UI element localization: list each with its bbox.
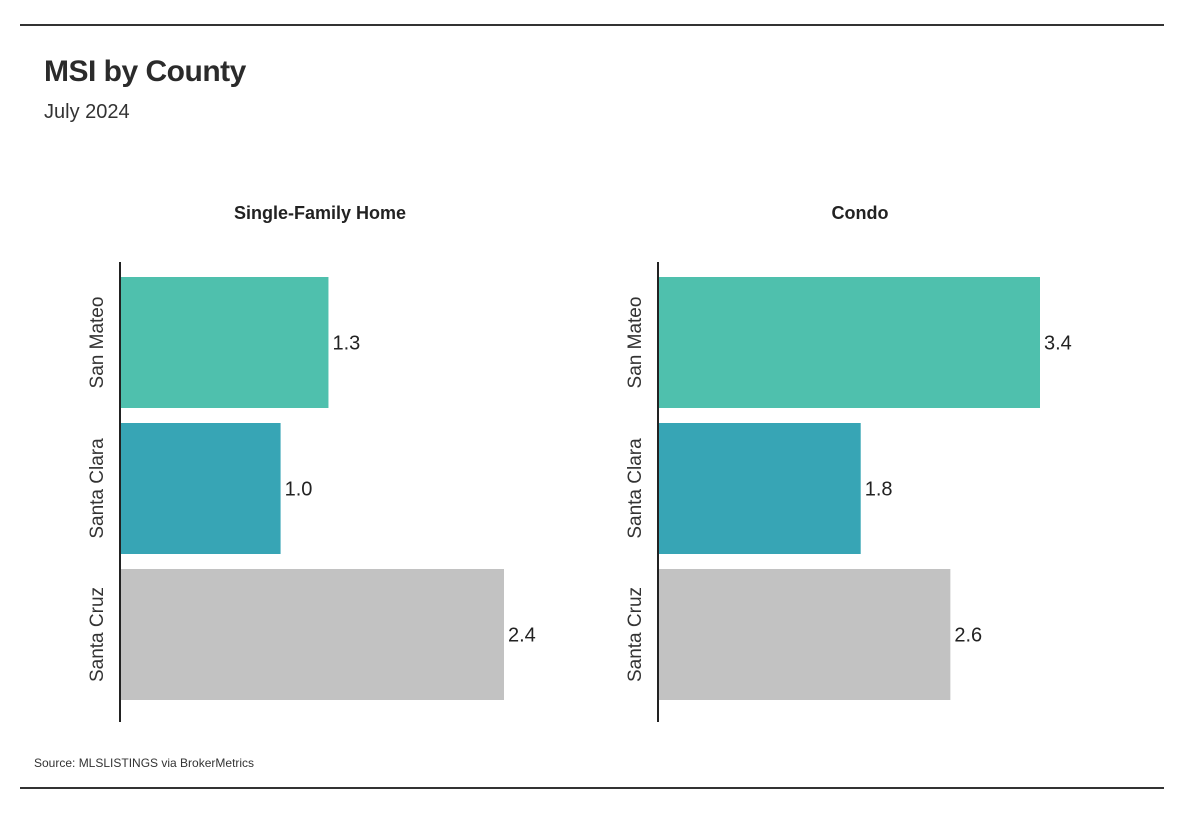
value-label-san-mateo: 1.3	[332, 333, 360, 355]
panel-title: Single-Family Home	[234, 203, 406, 223]
bar-san-mateo	[121, 277, 329, 408]
panel-condo: Condo 3.4 San Mateo 1.8 Santa Clara 2.6 Santa …	[625, 203, 1072, 722]
category-label-santa-cruz: Santa Cruz	[625, 587, 646, 682]
bar-santa-cruz	[121, 569, 504, 700]
top-rule	[20, 24, 1164, 26]
value-label-santa-clara: 1.0	[285, 479, 313, 501]
category-label-san-mateo: San Mateo	[87, 297, 108, 389]
value-label-santa-cruz: 2.4	[508, 625, 536, 647]
panel-single-family-home: Single-Family Home 1.3 San Mateo 1.0 Santa C…	[87, 203, 536, 722]
bar-santa-clara	[121, 423, 281, 554]
chart-title: MSI by County	[44, 55, 246, 88]
value-label-san-mateo: 3.4	[1044, 333, 1072, 355]
bar-santa-clara	[659, 423, 861, 554]
category-label-san-mateo: San Mateo	[625, 297, 646, 389]
bar-santa-cruz	[659, 569, 951, 700]
category-label-santa-clara: Santa Clara	[625, 438, 646, 539]
bar-san-mateo	[659, 277, 1040, 408]
category-label-santa-clara: Santa Clara	[87, 438, 108, 539]
source-note: Source: MLSLISTINGS via BrokerMetrics	[34, 756, 255, 770]
chart-subtitle: July 2024	[44, 101, 130, 123]
panel-title: Condo	[832, 203, 889, 223]
bottom-rule	[20, 787, 1164, 789]
value-label-santa-clara: 1.8	[865, 479, 893, 501]
category-label-santa-cruz: Santa Cruz	[87, 587, 108, 682]
value-label-santa-cruz: 2.6	[954, 625, 982, 647]
